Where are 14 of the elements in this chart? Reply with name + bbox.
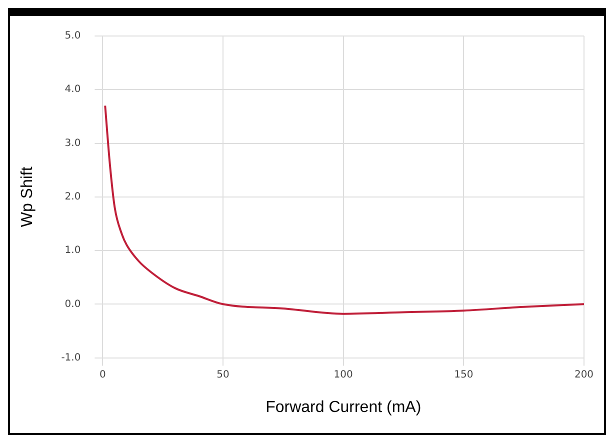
y-axis-title: Wp Shift: [19, 166, 36, 228]
x-tick-label: 0: [100, 369, 106, 380]
y-tick-label: -1.0: [61, 352, 81, 364]
x-tick-label: 50: [216, 369, 230, 380]
x-tick-label: 100: [334, 369, 353, 380]
x-tick-label: 200: [574, 369, 594, 380]
y-tick-label: 0.0: [64, 298, 81, 310]
x-tick-label: 150: [454, 369, 474, 380]
y-tick-label: 5.0: [64, 30, 81, 42]
x-axis-title: Forward Current (mA): [266, 398, 422, 416]
y-tick-label: 3.0: [64, 138, 81, 149]
y-tick-label: 2.0: [64, 191, 81, 202]
y-tick-label: 4.0: [64, 84, 81, 96]
y-tick-label: 1.0: [64, 245, 81, 256]
